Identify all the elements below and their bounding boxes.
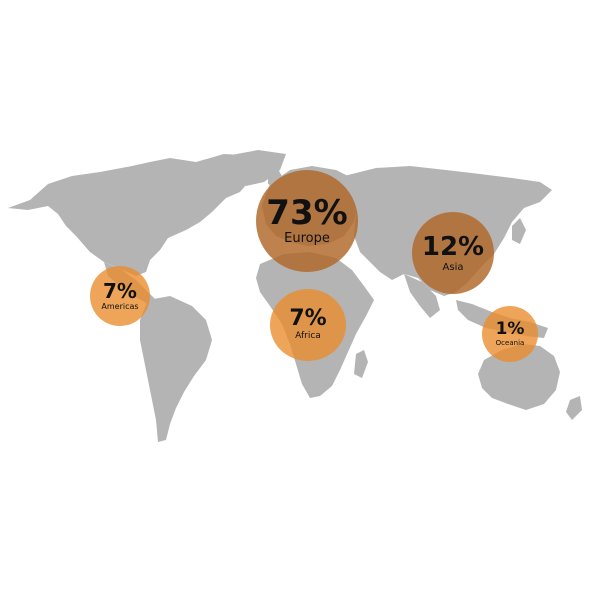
region-bubble-europe: 73% Europe (256, 170, 358, 272)
region-percent: 7% (289, 306, 327, 332)
region-name: Africa (295, 331, 321, 342)
land-north-america (8, 154, 268, 276)
region-bubble-americas: 7% Americas (90, 266, 150, 326)
region-bubble-oceania: 1% Oceania (482, 306, 538, 362)
region-bubble-asia: 12% Asia (412, 212, 494, 294)
region-bubble-africa: 7% Africa (270, 289, 346, 361)
land-greenland (226, 150, 286, 186)
land-australia (478, 344, 560, 410)
region-name: Oceania (495, 338, 525, 347)
region-name: Americas (101, 301, 139, 311)
land-india (404, 274, 440, 318)
region-percent: 12% (421, 231, 485, 262)
region-percent: 73% (266, 192, 348, 233)
region-name: Asia (442, 261, 464, 273)
region-percent: 7% (103, 278, 137, 303)
region-name: Europe (284, 230, 330, 246)
land-madagascar (354, 350, 368, 378)
land-japan (512, 218, 526, 244)
land-new-zealand (566, 396, 582, 420)
region-percent: 1% (495, 318, 525, 339)
land-south-america (140, 296, 212, 442)
